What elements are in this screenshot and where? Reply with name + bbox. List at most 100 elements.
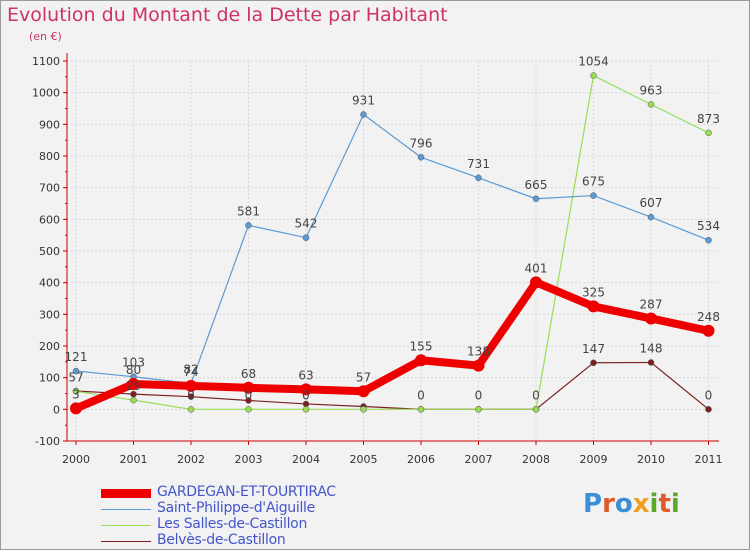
data-label: 542 <box>295 217 318 231</box>
data-label: 29 <box>126 379 141 393</box>
data-label: 57 <box>68 370 83 384</box>
data-point <box>130 396 137 404</box>
x-tick-label: 2001 <box>120 453 148 466</box>
legend-swatch <box>101 489 151 498</box>
y-tick-label: 300 <box>39 308 60 321</box>
data-point <box>415 354 427 367</box>
data-label: 1054 <box>578 55 609 69</box>
data-label: 121 <box>65 350 88 364</box>
logo-letter: P <box>583 489 603 519</box>
data-point <box>475 174 482 182</box>
x-tick-label: 2005 <box>350 453 378 466</box>
data-label: 148 <box>640 341 663 355</box>
data-label: 796 <box>410 136 433 150</box>
data-point <box>360 111 367 118</box>
data-label: 57 <box>356 370 371 384</box>
data-label: 80 <box>126 363 141 377</box>
logo-letter: r <box>602 489 615 519</box>
data-label: 147 <box>582 342 605 356</box>
data-label: 3 <box>72 387 80 401</box>
data-point <box>590 192 597 199</box>
legend-label: Saint-Philippe-d'Aiguille <box>157 500 315 516</box>
data-point <box>645 312 657 325</box>
data-point <box>532 195 540 202</box>
x-tick-label: 2010 <box>637 453 665 466</box>
legend-label: GARDEGAN-ET-TOURTIRAC <box>157 484 336 500</box>
legend-label: Belvès-de-Castillon <box>157 532 286 548</box>
x-tick-label: 2002 <box>177 453 205 466</box>
data-label: 0 <box>532 388 540 402</box>
logo-letter: i <box>649 489 659 519</box>
x-tick-label: 2011 <box>695 453 723 466</box>
data-label: 873 <box>697 112 720 126</box>
data-point <box>705 236 712 244</box>
x-tick-label: 2003 <box>235 453 263 466</box>
data-point <box>300 383 312 396</box>
data-point <box>242 381 255 394</box>
data-point <box>587 300 600 313</box>
data-point <box>647 213 655 221</box>
data-point <box>475 406 482 413</box>
x-tick-label: 2004 <box>292 453 320 466</box>
data-label: 931 <box>352 94 375 108</box>
y-tick-label: 200 <box>39 340 60 353</box>
logo-letter: i <box>670 489 680 519</box>
data-point <box>187 393 195 400</box>
x-tick-label: 2006 <box>407 453 435 466</box>
data-point <box>70 402 82 415</box>
data-label: 0 <box>475 388 483 402</box>
data-label: 325 <box>582 285 605 299</box>
series-line <box>75 361 710 410</box>
legend-item: Belvès-de-Castillon <box>101 532 461 549</box>
data-label: 0 <box>187 388 195 402</box>
y-tick-label: -100 <box>35 435 60 448</box>
data-label: 665 <box>525 178 548 192</box>
legend-item: GARDEGAN-ET-TOURTIRAC <box>101 484 461 501</box>
data-point <box>647 359 655 366</box>
y-tick-label: 1000 <box>32 87 60 100</box>
data-point <box>472 359 485 372</box>
data-point <box>245 406 252 413</box>
data-label: 103 <box>122 356 145 370</box>
y-tick-label: 100 <box>39 372 60 385</box>
chart-subtitle: (en €) <box>29 30 62 43</box>
data-label: 0 <box>302 388 310 402</box>
data-label: 0 <box>245 388 253 402</box>
legend-swatch <box>101 525 151 526</box>
logo-letter: o <box>614 489 633 519</box>
x-tick-label: 2009 <box>580 453 608 466</box>
legend-swatch <box>101 509 151 510</box>
data-label: 155 <box>410 339 433 353</box>
data-point <box>647 101 655 108</box>
data-label: 731 <box>467 157 490 171</box>
legend-item: Les Salles-de-Castillon <box>101 516 461 533</box>
data-label: 401 <box>525 261 548 275</box>
data-point <box>245 222 252 229</box>
legend-item: Saint-Philippe-d'Aiguille <box>101 500 461 517</box>
data-point <box>72 388 80 395</box>
y-tick-label: 0 <box>53 403 60 416</box>
x-tick-label: 2007 <box>465 453 493 466</box>
data-point <box>590 359 597 367</box>
y-tick-label: 700 <box>39 182 60 195</box>
series-line <box>75 74 710 410</box>
data-label: 581 <box>237 204 260 218</box>
data-point <box>302 234 310 241</box>
data-point <box>357 385 370 398</box>
data-label: 963 <box>640 83 663 97</box>
chart-title: Evolution du Montant de la Dette par Hab… <box>7 4 448 26</box>
data-label: 607 <box>640 196 663 210</box>
data-point <box>185 379 197 392</box>
data-point <box>302 406 310 413</box>
y-tick-label: 400 <box>39 277 60 290</box>
data-point <box>245 397 252 404</box>
x-tick-label: 2000 <box>62 453 90 466</box>
y-tick-label: 500 <box>39 245 60 258</box>
proxiti-logo[interactable]: Proxiti <box>583 489 680 519</box>
data-label: 74 <box>183 365 198 379</box>
data-point <box>590 72 597 79</box>
data-point <box>417 406 425 413</box>
data-point <box>530 276 542 289</box>
